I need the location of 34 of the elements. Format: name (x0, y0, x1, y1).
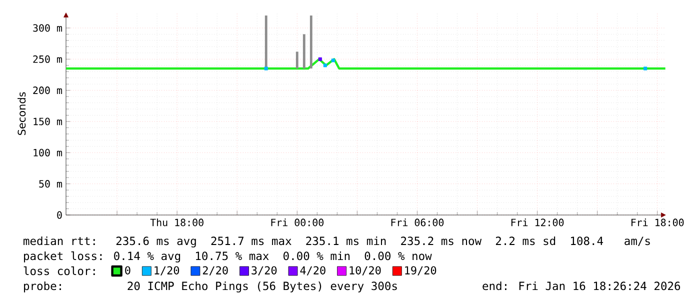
y-tick-label: 300 m (33, 24, 62, 32)
x-tick-label: Fri 18:00 (631, 218, 684, 226)
y-tick-label: 100 m (34, 148, 62, 156)
y-tick-label: 250 m (33, 55, 62, 63)
legend-label: 10/20 (350, 266, 381, 276)
bar (310, 16, 312, 69)
bar (302, 34, 306, 69)
legend-label: 1/20 (154, 266, 180, 276)
legend-title: loss color: (24, 266, 95, 276)
point (264, 66, 268, 70)
x-tick-label: Fri 06:00 (391, 218, 444, 226)
x-tick-label: Fri 00:00 (271, 218, 324, 226)
point (644, 66, 648, 70)
text: packet loss: 0.14 % avg 10.75 % max 0.00 % min 0.00 % now (24, 251, 432, 262)
point (318, 57, 322, 61)
legend-label: 0 (125, 266, 130, 274)
legend-label: 2/20 (202, 266, 228, 276)
y-tick-label: 200 m (33, 86, 62, 94)
text: median rtt: 235.6 ms avg 251.7 ms max 235.1 ms min 235.2 ms now 2.2 ms sd 108.4 am/s (24, 236, 650, 248)
x-tick-label: Fri 12:00 (511, 218, 564, 226)
point (323, 64, 327, 68)
legend-label: 4/20 (300, 266, 326, 276)
legend-label: 19/20 (405, 266, 436, 276)
y-tick-label: 0 (57, 211, 62, 219)
bar (296, 52, 298, 69)
bar (264, 16, 268, 69)
y-axis-title: Seconds (18, 92, 26, 135)
y-tick-label: 150 m (34, 118, 62, 126)
x-tick-label: Thu 18:00 (150, 218, 204, 226)
point (331, 58, 335, 62)
text: probe: 20 ICMP Echo Pings (56 Bytes) every 300s (24, 281, 397, 292)
y-tick-label: 50 m (39, 180, 62, 188)
legend-label: 3/20 (252, 266, 277, 276)
text: end: Fri Jan 16 18:26:24 2026 (482, 281, 680, 290)
